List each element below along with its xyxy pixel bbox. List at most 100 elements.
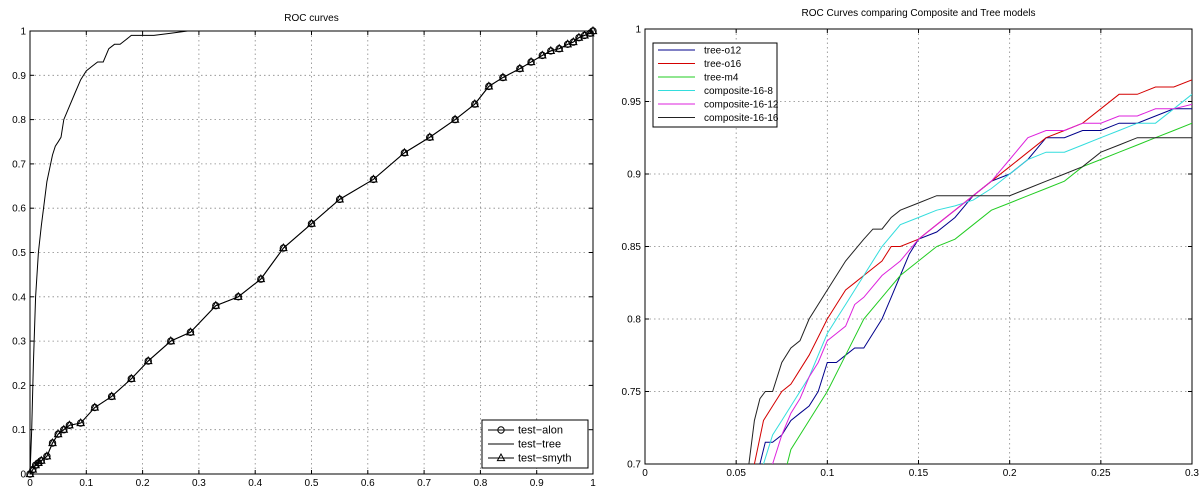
x-tick-label: 0.3 [1185,468,1199,479]
data-point-test-smyth [76,418,86,427]
data-point-test-smyth [498,72,508,81]
legend-label-test-alon: test−alon [518,425,563,437]
x-tick-label: 0.25 [1091,468,1111,479]
legend-label-test-smyth: test−smyth [518,453,572,465]
data-point-test-smyth [537,50,547,59]
roc-curves-chart: ROC curves 0 0.1 0.2 0.3 0.4 0.5 0.6 0.7 0.8 0.9 1… [12,13,598,489]
legend-box [652,42,778,128]
x-tick-label: 0.3 [192,478,206,489]
y-tick-label: 0 [20,470,26,481]
legend-label-composite-16-8: composite-16-8 [704,86,773,97]
y-tick-label: 0.3 [12,337,26,348]
legend-label-composite-16-12: composite-16-12 [704,100,779,111]
y-tick-label: 0.85 [622,242,642,253]
data-point-test-smyth [256,274,266,283]
x-tick-label: 0 [642,468,648,479]
data-point-test-smyth [166,336,176,345]
legend: tree-o12 tree-o16 tree-m4 composite-16-8 com… [652,42,779,128]
legend: test−alon test−tree test−smyth [481,419,589,469]
x-tick-label: 0.15 [909,468,929,479]
y-tick-label: 0.9 [12,71,26,82]
series-group [25,25,598,478]
x-tick-label: 0.05 [726,468,746,479]
x-tick-label: 1 [590,478,596,489]
roc-curves-svg: ROC curves 0 0.1 0.2 0.3 0.4 0.5 0.6 0.7 0.8 0.9 1… [12,13,598,489]
y-tick-label: 0.8 [627,315,641,326]
series-line-composite-16-12 [772,103,1192,464]
y-tick-label: 0.4 [12,292,26,303]
x-tick-label: 0.6 [361,478,375,489]
y-tick-label: 0.9 [627,170,641,181]
series-line-composite-16-8 [763,93,1192,464]
data-point-test-smyth [470,99,480,108]
y-tick-label: 0.1 [12,425,26,436]
data-point-test-smyth [546,45,556,55]
legend-label-tree-m4: tree-m4 [704,73,739,84]
x-tick-label: 0.2 [136,478,150,489]
x-tick-label: 0.7 [417,478,431,489]
composite-tree-roc-svg: ROC Curves comparing Composite and Tree … [622,8,1200,480]
series-line-tree-m4 [786,122,1192,464]
grid-lines [30,31,593,474]
chart-title: ROC Curves comparing Composite and Tree … [802,8,1036,19]
data-point-test-smyth [574,32,584,41]
x-tick-label: 0.9 [530,478,544,489]
y-tick-label: 0.7 [627,460,641,471]
series-line-composite-16-16 [748,137,1192,464]
data-point-test-smyth [233,291,243,300]
data-point-test-smyth [425,132,435,141]
y-tick-label: 0.2 [12,381,26,392]
legend-label-composite-16-16: composite-16-16 [704,113,779,124]
x-tick-label: 0.4 [248,478,262,489]
x-tick-label: 0 [27,478,33,489]
x-tick-label: 0.1 [79,478,93,489]
y-tick-label: 0.75 [622,387,642,398]
y-tick-label: 0.5 [12,248,26,259]
series-line-tree-o16 [753,79,1192,464]
data-point-test-smyth [31,460,41,469]
x-tick-label: 0.1 [820,468,834,479]
x-tick-label: 0.5 [305,478,319,489]
data-point-test-smyth [34,457,43,467]
data-point-test-smyth [48,437,57,447]
data-point-test-smyth [126,373,136,382]
data-point-test-smyth [580,30,589,39]
data-point-test-smyth [568,37,578,46]
legend-marker-test-smyth [496,452,506,462]
x-tick-label: 0.8 [473,478,487,489]
data-point-test-smyth [90,402,100,411]
data-point-test-smyth [59,424,69,433]
data-point-test-smyth [211,300,221,309]
y-tick-label: 0.95 [622,97,642,108]
data-point-test-smyth [36,455,46,464]
data-point-test-smyth [143,355,153,365]
data-point-test-smyth [450,114,460,123]
y-tick-label: 1 [20,27,26,38]
series-group [748,79,1192,464]
y-tick-label: 1 [635,25,641,36]
axis-ticks: 0 0.05 0.1 0.15 0.2 0.25 0.3 0.7 0.75 0.8 0.85 0.9 0… [622,25,1200,480]
data-point-test-smyth [53,429,63,438]
series-line-tree-o12 [759,108,1192,464]
data-point-test-smyth [28,464,38,473]
data-point-test-smyth [399,147,409,156]
series-line-test-tree [30,31,256,474]
y-tick-label: 0.8 [12,115,26,126]
data-point-test-smyth [563,39,573,48]
data-point-test-smyth [307,218,316,227]
data-point-test-smyth [526,56,536,66]
data-point-test-smyth [64,420,74,429]
x-tick-label: 0.2 [1003,468,1017,479]
data-point-test-smyth [554,43,564,52]
data-point-test-smyth [368,174,378,183]
data-point-test-smyth [515,63,525,72]
legend-label-tree-o12: tree-o12 [704,46,742,57]
y-tick-label: 0.7 [12,159,26,170]
data-point-test-smyth [186,327,195,336]
data-point-test-smyth [42,451,52,460]
legend-marker-test-alon [497,426,505,434]
data-point-test-smyth [484,81,494,90]
data-point-test-smyth [25,468,35,478]
composite-tree-roc-chart: ROC Curves comparing Composite and Tree … [601,0,1202,490]
data-point-test-smyth [335,194,345,203]
